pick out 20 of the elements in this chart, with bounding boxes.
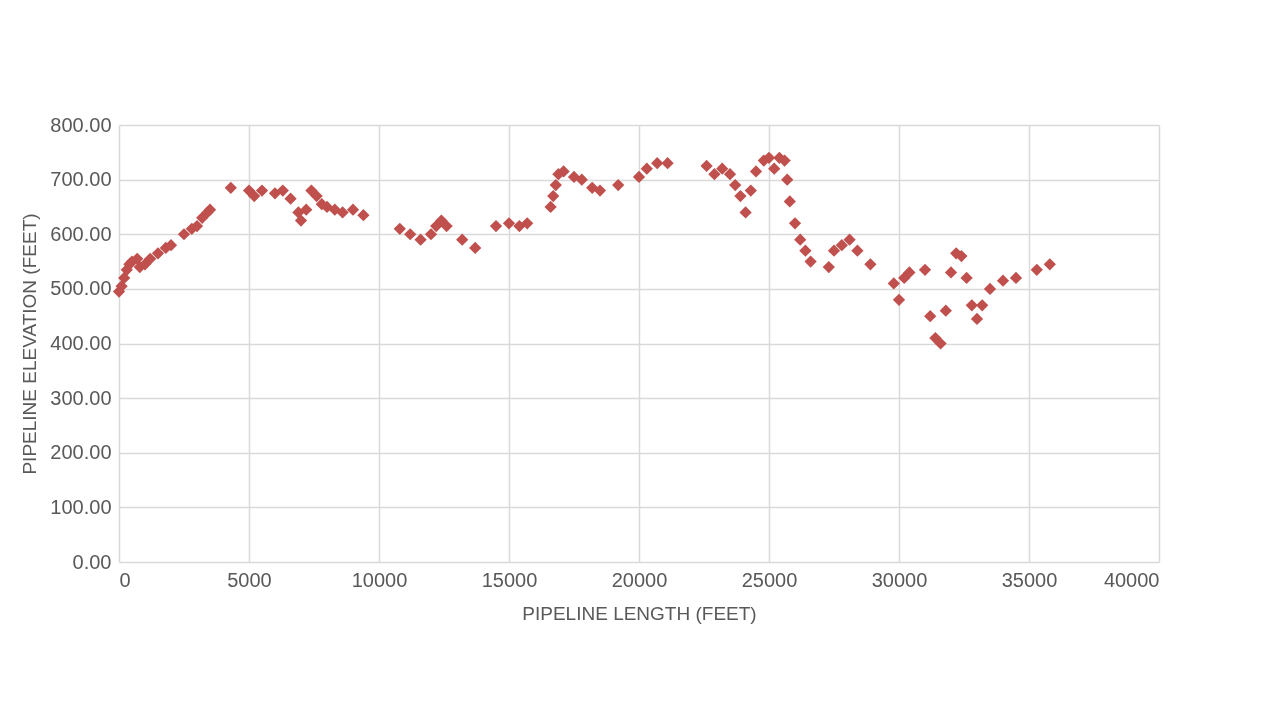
y-tick-label: 300.00 bbox=[50, 386, 112, 409]
y-tick-label: 100.00 bbox=[50, 495, 112, 518]
y-tick-label: 200.00 bbox=[50, 441, 112, 464]
x-tick-label: 5000 bbox=[227, 568, 272, 591]
y-tick-label: 500.00 bbox=[50, 277, 112, 300]
y-axis-title: PIPELINE ELEVATION (FEET) bbox=[19, 213, 41, 475]
x-tick-label: 25000 bbox=[741, 568, 798, 591]
x-tick-label: 40000 bbox=[1103, 568, 1160, 591]
x-tick-label: 30000 bbox=[871, 568, 928, 591]
y-tick-label: 0.00 bbox=[72, 550, 112, 573]
y-tick-label: 700.00 bbox=[50, 168, 112, 191]
y-tick-label: 800.00 bbox=[50, 113, 112, 136]
x-tick-label: 10000 bbox=[351, 568, 408, 591]
x-tick-label: 15000 bbox=[481, 568, 538, 591]
x-axis-title: PIPELINE LENGTH (FEET) bbox=[522, 602, 757, 624]
x-tick-label: 35000 bbox=[1001, 568, 1058, 591]
x-tick-label: 0 bbox=[119, 568, 131, 591]
y-tick-label: 400.00 bbox=[50, 332, 112, 354]
x-tick-label: 20000 bbox=[611, 568, 668, 591]
y-tick-label: 600.00 bbox=[50, 222, 112, 245]
